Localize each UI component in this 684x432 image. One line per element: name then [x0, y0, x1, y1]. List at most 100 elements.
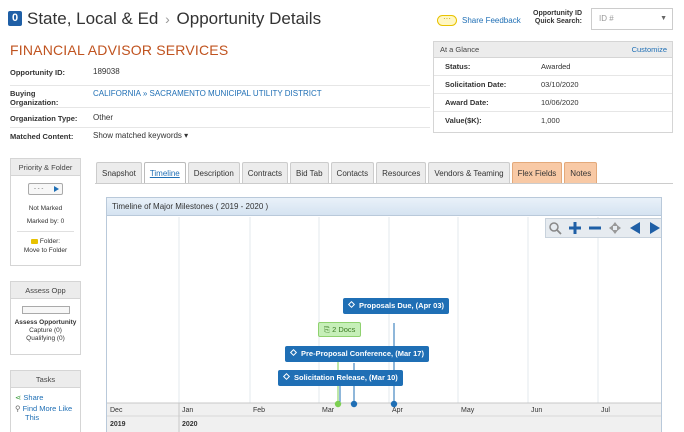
priority-status: Not Marked [28, 205, 63, 212]
marker-pre-proposal[interactable] [350, 400, 358, 408]
at-a-glance-title: At a Glance [440, 45, 480, 54]
glance-row-solicitation-date: Solicitation Date: 03/10/2020 [434, 76, 672, 94]
quick-search-input[interactable]: ID # ▼ [591, 8, 673, 30]
axis-month-label: May [461, 407, 475, 414]
zoom-out-icon[interactable] [586, 219, 606, 237]
event-pre-proposal-conference[interactable]: Pre-Proposal Conference, (Mar 17) [285, 346, 429, 362]
glance-value: 10/06/2020 [541, 98, 579, 107]
diamond-icon [347, 300, 356, 309]
tab-notes[interactable]: Notes [564, 162, 598, 183]
info-value: Other [93, 113, 114, 122]
tab-contracts[interactable]: Contracts [241, 162, 288, 183]
info-key: Matched Content: [10, 132, 74, 141]
info-row-org-type: Organization Type: Other [10, 108, 430, 128]
find-more-label-line2: This [25, 413, 40, 422]
opportunity-info: Opportunity ID: 189038 Buying Organizati… [10, 66, 430, 146]
glance-value: 03/10/2020 [541, 80, 579, 89]
glance-key: Status: [445, 62, 471, 71]
document-icon: ⎘ [324, 325, 330, 334]
glance-row-status: Status: Awarded [434, 58, 672, 76]
find-more-label: Find More Like [22, 404, 73, 413]
tab-description[interactable]: Description [187, 162, 240, 183]
month-gridlines [178, 217, 599, 403]
notification-badge[interactable]: 0 [8, 11, 22, 26]
marker-docs[interactable] [334, 400, 342, 408]
assess-opp-title: Assess Opp [11, 282, 80, 299]
axis-year-label: 2019 [110, 421, 126, 428]
share-feedback-link[interactable]: ··· Share Feedback [437, 15, 521, 26]
info-row-opportunity-id: Opportunity ID: 189038 [10, 66, 430, 86]
glance-key: Award Date: [445, 98, 489, 107]
chevron-down-icon[interactable]: ▼ [660, 15, 667, 22]
timeline-toolbar [545, 218, 661, 238]
pan-move-icon[interactable] [606, 219, 626, 237]
breadcrumb: State, Local & Ed › Opportunity Details [27, 9, 321, 29]
buying-org-agency-link[interactable]: SACRAMENTO MUNICIPAL UTILITY DISTRICT [149, 89, 322, 98]
assess-capture-count: Capture (0) [29, 327, 62, 334]
find-more-task-link[interactable]: ⚲ Find More Like This [11, 404, 80, 422]
priority-button-label: - - - [34, 186, 44, 192]
axis-month-label: Jul [601, 407, 610, 414]
quick-search-label-line1: Opportunity ID [533, 10, 582, 17]
tab-snapshot[interactable]: Snapshot [96, 162, 142, 183]
tab-timeline[interactable]: Timeline [143, 162, 186, 184]
priority-marked-by: Marked by: 0 [26, 218, 65, 225]
info-row-matched-content: Matched Content: Show matched keywords ▾ [10, 128, 430, 146]
scroll-right-icon[interactable] [646, 219, 661, 237]
tab-bid-tab[interactable]: Bid Tab [290, 162, 329, 183]
tab-contacts[interactable]: Contacts [330, 162, 375, 183]
tab-underline [95, 183, 673, 184]
priority-folder-title: Priority & Folder [11, 159, 80, 176]
diamond-icon [282, 372, 291, 381]
breadcrumb-separator: › [165, 11, 170, 27]
feedback-bubble-icon: ··· [437, 15, 457, 26]
timeline-canvas: Dec Jan Feb Mar Apr May Jun Jul 2019 202… [107, 217, 661, 432]
axis-month-label: Mar [322, 407, 335, 414]
folder-icon [30, 238, 38, 244]
axis-month-label: Apr [392, 407, 404, 414]
buying-org-separator: » [142, 89, 148, 98]
customize-link[interactable]: Customize [631, 45, 667, 54]
info-key: Opportunity ID: [10, 68, 65, 77]
quick-search-placeholder: ID # [599, 14, 614, 23]
tasks-panel: Tasks ⋖ Share ⚲ Find More Like This [10, 370, 81, 432]
glance-value: Awarded [541, 62, 571, 71]
axis-month-label: Feb [253, 407, 265, 414]
assess-opportunity-link[interactable]: Assess Opportunity [14, 319, 77, 326]
page-header: 0 State, Local & Ed › Opportunity Detail… [0, 0, 684, 36]
detail-tabs: Snapshot Timeline Description Contracts … [96, 162, 598, 184]
tasks-title: Tasks [11, 371, 80, 388]
tab-vendors-teaming[interactable]: Vendors & Teaming [428, 162, 510, 183]
folder-label: Folder: [39, 238, 61, 245]
event-docs[interactable]: ⎘ 2 Docs [318, 322, 362, 337]
share-task-link[interactable]: ⋖ Share [11, 393, 80, 402]
folder-label-row: Folder: [11, 238, 80, 245]
search-icon: ⚲ [15, 404, 21, 413]
glance-row-award-date: Award Date: 10/06/2020 [434, 94, 672, 112]
zoom-in-icon[interactable] [566, 219, 586, 237]
timeline-widget: Timeline of Major Milestones ( 2019 - 20… [106, 197, 662, 432]
share-feedback-label: Share Feedback [462, 16, 521, 25]
quick-search-label: Opportunity ID Quick Search: [532, 10, 582, 26]
show-matched-keywords-link[interactable]: Show matched keywords ▾ [93, 131, 189, 140]
event-proposals-due[interactable]: Proposals Due, (Apr 03) [343, 298, 450, 314]
axis-month-label: Jan [182, 407, 193, 414]
tab-flex-fields[interactable]: Flex Fields [511, 162, 563, 183]
event-label: Solicitation Release, (Mar 10) [294, 373, 398, 382]
tab-resources[interactable]: Resources [376, 162, 427, 183]
scroll-left-icon[interactable] [626, 219, 646, 237]
share-label: Share [23, 393, 44, 402]
event-label: Proposals Due, (Apr 03) [359, 301, 445, 310]
breadcrumb-root[interactable]: State, Local & Ed [27, 9, 159, 28]
play-arrow-icon [54, 186, 59, 192]
move-to-folder-link[interactable]: Move to Folder [23, 247, 68, 254]
info-value: 189038 [93, 67, 120, 76]
buying-org-state-link[interactable]: CALIFORNIA [93, 89, 141, 98]
share-icon: ⋖ [15, 393, 22, 402]
marker-proposals-due[interactable] [390, 400, 398, 408]
zoom-search-icon[interactable] [546, 219, 566, 237]
priority-selector-button[interactable]: - - - [28, 183, 63, 195]
event-solicitation-release[interactable]: Solicitation Release, (Mar 10) [278, 370, 403, 386]
event-label: Pre-Proposal Conference, (Mar 17) [301, 349, 424, 358]
info-row-buying-org: Buying Organization: CALIFORNIA » SACRAM… [10, 86, 430, 108]
